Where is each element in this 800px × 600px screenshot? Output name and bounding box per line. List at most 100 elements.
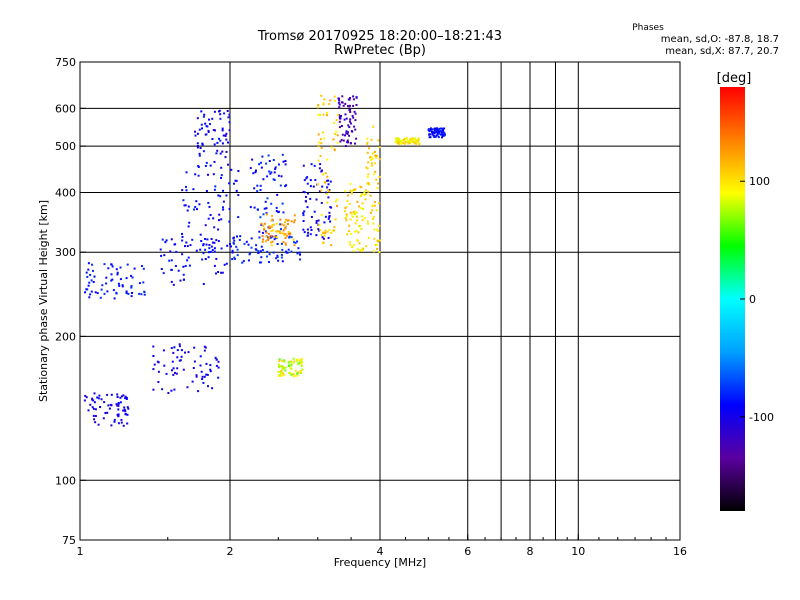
data-point bbox=[92, 414, 95, 417]
data-point bbox=[344, 134, 346, 137]
data-point bbox=[347, 105, 349, 108]
data-point bbox=[352, 249, 355, 252]
data-point bbox=[414, 138, 416, 141]
data-point bbox=[235, 179, 238, 182]
data-point bbox=[279, 223, 282, 226]
data-point bbox=[314, 179, 317, 181]
data-point bbox=[263, 227, 266, 230]
data-point bbox=[259, 184, 262, 187]
data-point bbox=[352, 189, 355, 191]
data-point bbox=[323, 137, 326, 140]
data-point bbox=[337, 114, 339, 117]
data-point bbox=[318, 224, 321, 227]
data-point bbox=[232, 242, 235, 245]
data-point bbox=[171, 360, 174, 363]
data-point bbox=[290, 373, 293, 376]
data-point bbox=[199, 147, 202, 149]
data-point bbox=[231, 251, 234, 254]
data-point bbox=[208, 118, 210, 121]
data-point bbox=[199, 355, 202, 358]
data-point bbox=[338, 99, 341, 102]
data-point bbox=[267, 239, 269, 241]
data-point bbox=[294, 241, 297, 244]
data-point bbox=[365, 245, 368, 248]
data-point bbox=[329, 180, 332, 183]
data-point bbox=[215, 257, 218, 260]
data-point bbox=[87, 268, 90, 271]
data-point bbox=[340, 114, 342, 117]
data-point bbox=[349, 97, 351, 99]
data-point bbox=[378, 224, 381, 227]
data-point bbox=[366, 220, 369, 223]
data-point bbox=[335, 130, 338, 133]
data-point bbox=[260, 223, 263, 226]
data-point bbox=[233, 256, 236, 259]
data-point bbox=[320, 233, 323, 236]
data-point bbox=[100, 398, 103, 401]
data-point bbox=[358, 242, 361, 245]
data-point bbox=[300, 362, 303, 365]
data-point bbox=[309, 197, 312, 200]
data-point bbox=[194, 173, 197, 176]
data-point bbox=[298, 358, 301, 361]
data-point bbox=[195, 200, 198, 203]
data-point bbox=[345, 219, 348, 222]
data-point bbox=[257, 208, 259, 211]
y-tick-label: 750 bbox=[55, 56, 76, 69]
data-point bbox=[277, 363, 280, 366]
data-point bbox=[203, 349, 206, 352]
data-point bbox=[276, 243, 279, 245]
data-point bbox=[278, 365, 280, 368]
data-point bbox=[281, 153, 284, 156]
data-point bbox=[196, 117, 199, 120]
data-point bbox=[171, 369, 173, 372]
data-point bbox=[285, 225, 287, 228]
data-point bbox=[373, 237, 376, 240]
data-point bbox=[345, 117, 348, 120]
data-point bbox=[346, 233, 349, 236]
data-point bbox=[172, 283, 175, 286]
data-point bbox=[378, 251, 381, 253]
data-point bbox=[207, 385, 209, 388]
data-point bbox=[180, 355, 183, 358]
data-point bbox=[110, 279, 113, 282]
data-point bbox=[170, 389, 173, 392]
data-point bbox=[354, 222, 357, 225]
data-point bbox=[220, 271, 223, 274]
data-point bbox=[87, 284, 90, 287]
data-point bbox=[207, 129, 210, 132]
data-point bbox=[284, 242, 287, 245]
data-point bbox=[222, 134, 225, 137]
data-point bbox=[323, 234, 326, 237]
data-point bbox=[356, 215, 359, 218]
data-point bbox=[213, 250, 216, 253]
data-point bbox=[130, 295, 133, 298]
data-point bbox=[292, 357, 295, 360]
data-point bbox=[209, 368, 212, 371]
data-point bbox=[322, 113, 325, 116]
data-point bbox=[207, 217, 210, 220]
data-point bbox=[188, 264, 191, 267]
data-point bbox=[287, 365, 290, 367]
data-point bbox=[85, 396, 88, 399]
data-point bbox=[122, 424, 125, 427]
data-point bbox=[110, 404, 113, 407]
data-point bbox=[292, 375, 295, 378]
data-point bbox=[327, 183, 330, 186]
data-point bbox=[224, 156, 227, 159]
data-point bbox=[293, 360, 296, 363]
data-point bbox=[196, 208, 198, 211]
data-point bbox=[125, 398, 128, 400]
data-point bbox=[394, 141, 397, 144]
data-point bbox=[196, 132, 199, 135]
data-point bbox=[403, 142, 406, 145]
data-point bbox=[117, 402, 120, 404]
data-point bbox=[121, 395, 123, 398]
data-point bbox=[250, 237, 253, 240]
data-point bbox=[141, 265, 143, 267]
data-point bbox=[103, 263, 106, 266]
data-point bbox=[119, 278, 122, 281]
data-point bbox=[93, 275, 96, 278]
data-point bbox=[218, 109, 221, 112]
data-point bbox=[348, 108, 351, 111]
